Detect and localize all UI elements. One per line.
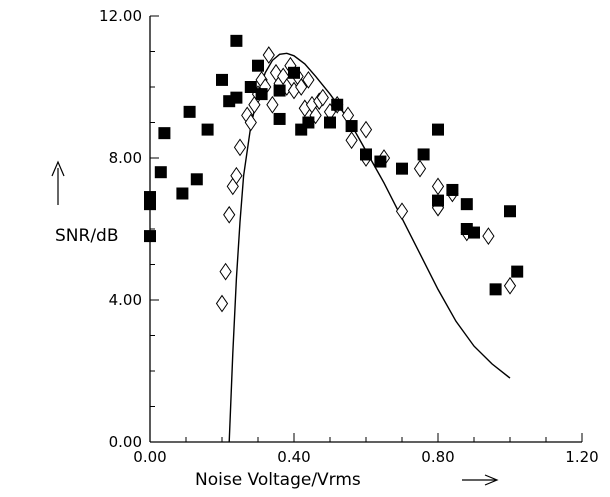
square-point xyxy=(331,98,344,111)
square-point xyxy=(446,183,459,196)
x-tick-label: 0.40 xyxy=(277,448,310,466)
square-point xyxy=(511,265,524,278)
square-point xyxy=(273,112,286,125)
diamond-point xyxy=(233,138,247,157)
square-point xyxy=(244,81,257,93)
diamond-point xyxy=(302,71,315,89)
square-point xyxy=(201,123,214,136)
tick-labels: 0.00 0.40 0.80 1.20 0.00 4.00 8.00 12.00 xyxy=(99,7,599,466)
x-tick-label: 0.00 xyxy=(133,448,166,466)
axes xyxy=(149,16,582,443)
square-point xyxy=(432,194,444,207)
y-tick-label: 12.00 xyxy=(99,7,142,25)
diamond-series xyxy=(215,46,517,313)
y-axis-arrow-icon xyxy=(51,160,65,205)
diamond-point xyxy=(223,205,236,224)
x-axis-arrow-icon xyxy=(462,474,499,486)
square-point xyxy=(288,66,300,79)
y-axis-title: SNR/dB xyxy=(55,226,119,246)
square-point xyxy=(273,84,286,97)
diamond-point xyxy=(503,276,517,295)
square-point xyxy=(345,120,358,133)
theoretical-curve xyxy=(228,52,511,443)
diamond-point xyxy=(431,177,445,196)
diamond-point xyxy=(215,294,229,313)
square-point xyxy=(374,155,387,168)
diamond-point xyxy=(359,120,373,139)
square-point xyxy=(432,123,444,136)
square-point xyxy=(230,34,243,47)
square-point xyxy=(190,173,203,186)
square-series xyxy=(144,34,524,296)
diamond-point xyxy=(262,46,275,64)
square-point xyxy=(504,205,516,218)
square-point xyxy=(176,187,189,200)
diamond-point xyxy=(413,159,427,178)
diamond-point xyxy=(230,166,243,185)
diamond-point xyxy=(482,227,495,245)
theory-curve-line xyxy=(228,52,511,443)
tick-marks xyxy=(149,15,583,443)
square-point xyxy=(144,230,156,243)
square-point xyxy=(460,198,473,211)
square-point xyxy=(230,91,243,104)
square-point xyxy=(252,59,264,72)
diamond-point xyxy=(316,88,329,107)
square-point xyxy=(324,116,336,129)
square-point xyxy=(216,73,228,86)
y-tick-label: 0.00 xyxy=(109,433,142,451)
square-point xyxy=(360,148,372,161)
square-point xyxy=(158,127,171,140)
square-point xyxy=(489,283,502,296)
square-point xyxy=(255,88,268,101)
diamond-point xyxy=(345,131,358,150)
x-axis-title: Noise Voltage/Vrms xyxy=(195,470,361,490)
square-point xyxy=(417,148,430,161)
square-point xyxy=(154,166,167,179)
square-point xyxy=(468,226,480,239)
square-point xyxy=(144,198,156,211)
square-point xyxy=(396,162,408,175)
square-point xyxy=(183,105,196,118)
diamond-point xyxy=(266,95,279,114)
diamond-point xyxy=(219,262,232,281)
x-tick-label: 1.20 xyxy=(565,448,598,466)
diamond-point xyxy=(244,113,257,132)
square-point xyxy=(302,116,315,129)
diamond-point xyxy=(395,202,409,221)
x-tick-label: 0.80 xyxy=(421,448,454,466)
y-tick-label: 8.00 xyxy=(109,149,142,167)
diamond-point xyxy=(295,78,308,96)
y-tick-label: 4.00 xyxy=(109,291,142,309)
